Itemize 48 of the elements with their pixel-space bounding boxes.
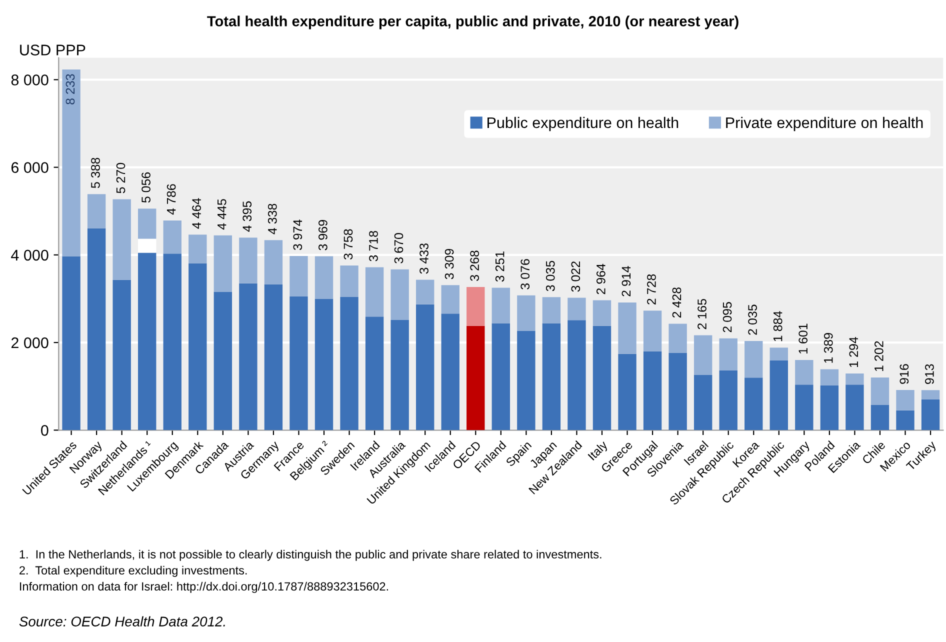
total-label: 1 294	[849, 336, 858, 367]
total-label: 3 670	[394, 233, 404, 264]
total-label: 5 056	[142, 172, 150, 203]
source-note: Source: OECD Health Data 2012.	[19, 616, 225, 626]
total-label: 916	[900, 364, 909, 384]
total-label: 3 433	[420, 243, 428, 274]
total-label: 3 974	[293, 220, 302, 250]
text: 2. Total expenditure excluding investments.	[20, 566, 247, 577]
y-tick-label: 4 000	[11, 250, 48, 261]
chart-title: Total health expenditure per capita, public and private, 2010 (or nearest year)	[207, 16, 738, 30]
total-label: 3 758	[344, 229, 353, 260]
total-label: 2 964	[596, 264, 606, 294]
total-label: 2 728	[647, 274, 656, 304]
legend-label: Private expenditure on health	[726, 116, 923, 132]
total-label: 3 076	[520, 259, 530, 290]
total-label: 2 165	[698, 298, 706, 330]
text: Information on data for Israel: http://dx.doi.org/10.1787/888932315602.	[20, 582, 388, 593]
total-label: 3 309	[444, 248, 454, 280]
total-label: 4 786	[166, 184, 176, 215]
total-label: 3 268	[470, 250, 479, 281]
legend-label: Public expenditure on health	[488, 116, 678, 132]
total-label: 2 914	[622, 266, 631, 296]
total-label: 1 202	[874, 341, 884, 371]
total-label: 3 718	[369, 230, 378, 262]
total-label: 3 251	[495, 251, 504, 282]
total-label: 2 095	[722, 302, 732, 332]
total-label: 5 388	[91, 158, 100, 188]
total-label: 4 445	[218, 199, 226, 230]
total-label: 1 884	[773, 311, 782, 342]
total-label: 4 338	[268, 204, 277, 234]
y-tick-label: 8 000	[11, 74, 48, 86]
y-tick-label: 0	[41, 425, 48, 436]
total-label: 1 601	[798, 324, 808, 354]
total-label: 2 428	[672, 287, 682, 318]
y-tick-label: 2 000	[11, 337, 48, 348]
total-label: 1 389	[824, 333, 833, 363]
total-label: 3 969	[318, 220, 328, 250]
total-label: 3 022	[571, 262, 580, 292]
total-label: 2 035	[748, 304, 757, 335]
y-axis-title: USD PPP	[20, 44, 86, 56]
total-label: 8 233	[66, 74, 75, 104]
total-label: 3 035	[546, 260, 555, 292]
total-label: 4 464	[192, 198, 201, 229]
total-label: 5 270	[116, 162, 126, 194]
total-label: 4 395	[242, 201, 252, 232]
text: 1. In the Netherlands, it is not possible to clearly distinguish the public and private share related to investments.	[20, 550, 602, 561]
y-tick-label: 6 000	[11, 162, 48, 173]
total-label: 913	[925, 364, 934, 384]
